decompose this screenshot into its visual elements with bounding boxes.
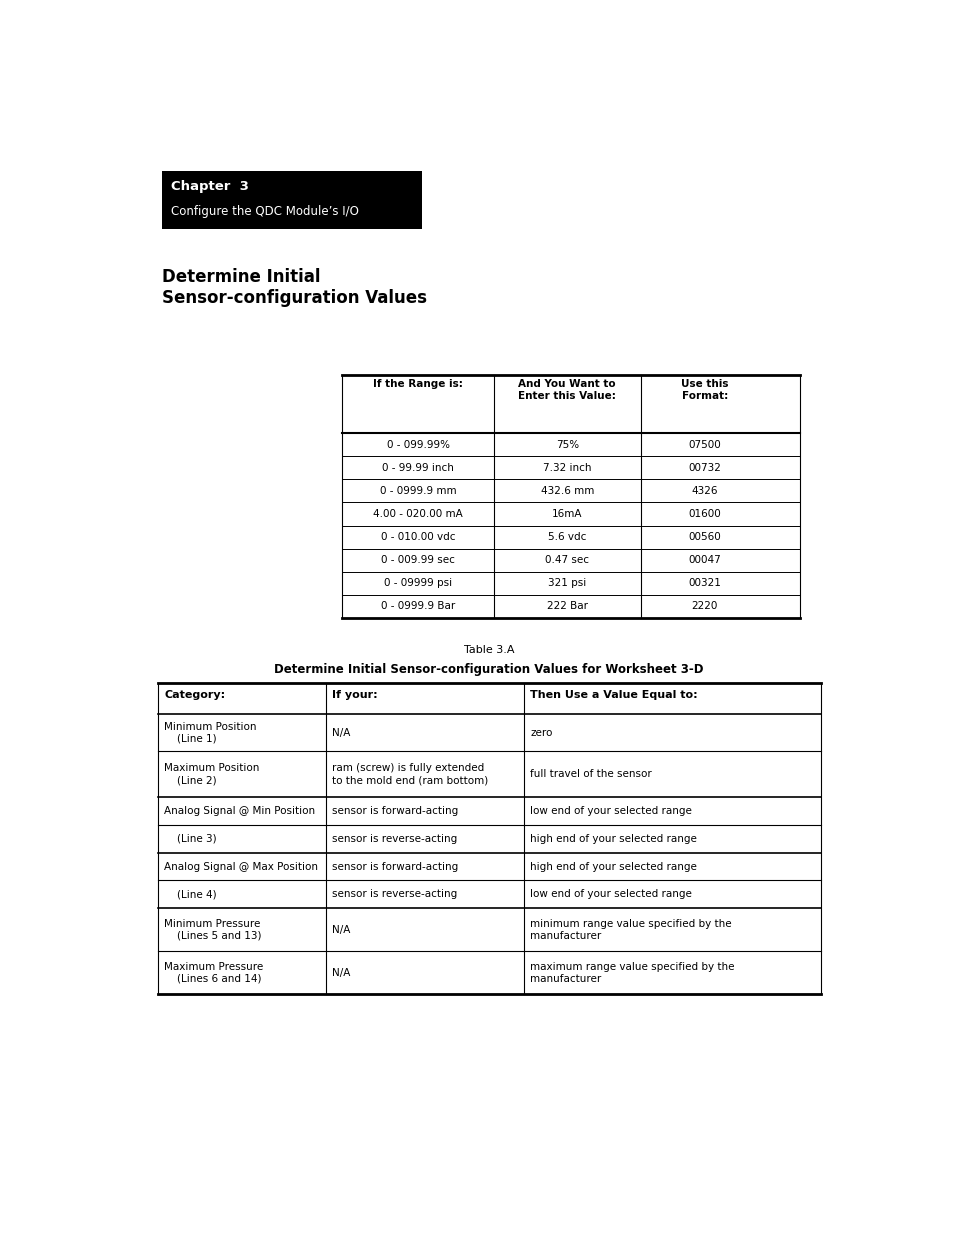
- Text: zero: zero: [530, 727, 552, 737]
- Text: 5.6 vdc: 5.6 vdc: [547, 532, 586, 542]
- Text: N/A: N/A: [332, 727, 351, 737]
- Text: high end of your selected range: high end of your selected range: [530, 862, 697, 872]
- Text: N/A: N/A: [332, 925, 351, 935]
- Text: (Line 2): (Line 2): [164, 776, 216, 785]
- FancyBboxPatch shape: [162, 172, 421, 228]
- Text: 0 - 0999.9 Bar: 0 - 0999.9 Bar: [380, 601, 455, 611]
- Text: 0 - 010.00 vdc: 0 - 010.00 vdc: [380, 532, 455, 542]
- Text: (Line 1): (Line 1): [164, 734, 216, 743]
- Text: (Lines 6 and 14): (Lines 6 and 14): [164, 974, 261, 984]
- Text: 0 - 0999.9 mm: 0 - 0999.9 mm: [379, 485, 456, 495]
- Text: Analog Signal @ Min Position: Analog Signal @ Min Position: [164, 806, 315, 816]
- Text: 00560: 00560: [688, 532, 720, 542]
- Text: If your:: If your:: [332, 689, 377, 699]
- Text: high end of your selected range: high end of your selected range: [530, 834, 697, 844]
- Text: 222 Bar: 222 Bar: [546, 601, 587, 611]
- Text: 00321: 00321: [688, 578, 720, 588]
- Text: sensor is forward-acting: sensor is forward-acting: [332, 862, 458, 872]
- Text: 7.32 inch: 7.32 inch: [542, 463, 591, 473]
- Text: ram (screw) is fully extended: ram (screw) is fully extended: [332, 763, 484, 773]
- Text: low end of your selected range: low end of your selected range: [530, 806, 691, 816]
- Text: Determine Initial Sensor-configuration Values for Worksheet 3-D: Determine Initial Sensor-configuration V…: [274, 662, 703, 676]
- Text: (Lines 5 and 13): (Lines 5 and 13): [164, 931, 261, 941]
- Text: 4.00 - 020.00 mA: 4.00 - 020.00 mA: [373, 509, 462, 519]
- Text: 16mA: 16mA: [552, 509, 582, 519]
- Text: low end of your selected range: low end of your selected range: [530, 889, 691, 899]
- Text: sensor is forward-acting: sensor is forward-acting: [332, 806, 458, 816]
- Text: Category:: Category:: [164, 689, 225, 699]
- Text: 00732: 00732: [688, 463, 720, 473]
- Text: 01600: 01600: [688, 509, 720, 519]
- Text: (Line 3): (Line 3): [164, 834, 216, 844]
- Text: sensor is reverse-acting: sensor is reverse-acting: [332, 834, 457, 844]
- Text: Then Use a Value Equal to:: Then Use a Value Equal to:: [530, 689, 697, 699]
- Text: Table 3.A: Table 3.A: [463, 645, 514, 655]
- Text: maximum range value specified by the: maximum range value specified by the: [530, 962, 734, 972]
- Text: Determine Initial: Determine Initial: [162, 268, 320, 285]
- Text: Minimum Position: Minimum Position: [164, 721, 256, 731]
- Text: sensor is reverse-acting: sensor is reverse-acting: [332, 889, 457, 899]
- Text: Chapter  3: Chapter 3: [171, 180, 249, 193]
- Text: to the mold end (ram bottom): to the mold end (ram bottom): [332, 776, 488, 785]
- Text: 4326: 4326: [691, 485, 718, 495]
- Text: Maximum Position: Maximum Position: [164, 763, 259, 773]
- Text: 0 - 09999 psi: 0 - 09999 psi: [383, 578, 452, 588]
- Text: 00047: 00047: [688, 556, 720, 566]
- Text: Minimum Pressure: Minimum Pressure: [164, 919, 260, 929]
- Text: 07500: 07500: [688, 440, 720, 450]
- Text: Configure the QDC Module’s I/O: Configure the QDC Module’s I/O: [171, 205, 358, 217]
- Text: 0 - 009.99 sec: 0 - 009.99 sec: [380, 556, 455, 566]
- Text: 0.47 sec: 0.47 sec: [544, 556, 589, 566]
- Text: (Line 4): (Line 4): [164, 889, 216, 899]
- Text: If the Range is:: If the Range is:: [373, 379, 462, 389]
- Text: 0 - 99.99 inch: 0 - 99.99 inch: [381, 463, 454, 473]
- Text: N/A: N/A: [332, 968, 351, 978]
- Text: 321 psi: 321 psi: [548, 578, 586, 588]
- Text: Use this
Format:: Use this Format:: [680, 379, 728, 401]
- Text: minimum range value specified by the: minimum range value specified by the: [530, 919, 731, 929]
- Text: full travel of the sensor: full travel of the sensor: [530, 769, 651, 779]
- Text: manufacturer: manufacturer: [530, 974, 600, 984]
- Text: 2220: 2220: [691, 601, 718, 611]
- Text: manufacturer: manufacturer: [530, 931, 600, 941]
- Text: And You Want to
Enter this Value:: And You Want to Enter this Value:: [517, 379, 616, 401]
- Text: Sensor-configuration Values: Sensor-configuration Values: [162, 289, 426, 308]
- Text: 0 - 099.99%: 0 - 099.99%: [386, 440, 449, 450]
- Text: 432.6 mm: 432.6 mm: [540, 485, 594, 495]
- Text: 75%: 75%: [555, 440, 578, 450]
- Text: Maximum Pressure: Maximum Pressure: [164, 962, 263, 972]
- Text: Analog Signal @ Max Position: Analog Signal @ Max Position: [164, 862, 318, 872]
